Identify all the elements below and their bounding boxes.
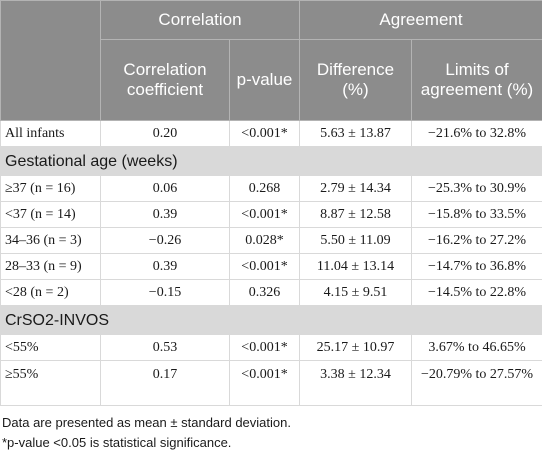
section-row-crso2-invos: CrSO2-INVOS (0, 305, 542, 335)
row-label: ≥55% (0, 360, 101, 406)
cell-coefficient: −0.15 (100, 279, 230, 306)
table-row: <37 (n = 14) 0.39 <0.001* 8.87 ± 12.58 −… (0, 201, 542, 228)
footnote-mean-sd: Data are presented as mean ± standard de… (2, 415, 291, 430)
cell-difference: 25.17 ± 10.97 (299, 334, 412, 361)
table-row: ≥55% 0.17 <0.001* 3.38 ± 12.34 −20.79% t… (0, 360, 542, 406)
cell-p-value: 0.268 (229, 175, 300, 202)
row-label: 28–33 (n = 9) (0, 253, 101, 280)
section-row-gestational-age: Gestational age (weeks) (0, 146, 542, 176)
table-footnotes: Data are presented as mean ± standard de… (2, 413, 291, 453)
row-label: <55% (0, 334, 101, 361)
cell-difference: 2.79 ± 14.34 (299, 175, 412, 202)
cell-p-value: <0.001* (229, 253, 300, 280)
header-difference: Difference (%) (299, 39, 412, 121)
cell-limits: −14.5% to 22.8% (410, 279, 542, 306)
cell-difference: 3.38 ± 12.34 (299, 360, 412, 406)
row-label: ≥37 (n = 16) (0, 175, 101, 202)
cell-coefficient: 0.53 (100, 334, 230, 361)
cell-limits: −16.2% to 27.2% (410, 227, 542, 254)
cell-p-value: 0.028* (229, 227, 300, 254)
cell-coefficient: 0.39 (100, 253, 230, 280)
cell-coefficient: 0.06 (100, 175, 230, 202)
cell-limits: −14.7% to 36.8% (410, 253, 542, 280)
cell-limits: −20.79% to 27.57% (410, 360, 542, 406)
cell-p-value: <0.001* (229, 360, 300, 406)
cell-limits: 3.67% to 46.65% (410, 334, 542, 361)
table-row: 28–33 (n = 9) 0.39 <0.001* 11.04 ± 13.14… (0, 253, 542, 280)
header-p-value: p-value (229, 39, 300, 121)
cell-difference: 8.87 ± 12.58 (299, 201, 412, 228)
header-correlation-coefficient: Correlation coefficient (100, 39, 230, 121)
header-limits-of-agreement: Limits of agreement (%) (410, 39, 542, 121)
table-row: 34–36 (n = 3) −0.26 0.028* 5.50 ± 11.09 … (0, 227, 542, 254)
cell-limits: −21.6% to 32.8% (410, 120, 542, 147)
table-row: <55% 0.53 <0.001* 25.17 ± 10.97 3.67% to… (0, 334, 542, 361)
cell-p-value: <0.001* (229, 334, 300, 361)
cell-coefficient: 0.17 (100, 360, 230, 406)
section-label: CrSO2-INVOS (0, 305, 542, 335)
results-table: Correlation Agreement Correlation coeffi… (0, 0, 542, 406)
table-row: <28 (n = 2) −0.15 0.326 4.15 ± 9.51 −14.… (0, 279, 542, 306)
cell-coefficient: 0.39 (100, 201, 230, 228)
cell-difference: 5.50 ± 11.09 (299, 227, 412, 254)
table-row: ≥37 (n = 16) 0.06 0.268 2.79 ± 14.34 −25… (0, 175, 542, 202)
header-agreement: Agreement (298, 0, 542, 40)
section-label: Gestational age (weeks) (0, 146, 542, 176)
cell-difference: 5.63 ± 13.87 (299, 120, 412, 147)
row-label: 34–36 (n = 3) (0, 227, 101, 254)
header-correlation: Correlation (100, 0, 300, 40)
row-label: <28 (n = 2) (0, 279, 101, 306)
footnote-significance: *p-value <0.05 is statistical significan… (2, 435, 232, 450)
cell-limits: −25.3% to 30.9% (410, 175, 542, 202)
corner-cell (0, 0, 101, 121)
table-row: All infants 0.20 <0.001* 5.63 ± 13.87 −2… (0, 120, 542, 147)
cell-difference: 4.15 ± 9.51 (299, 279, 412, 306)
cell-p-value: <0.001* (229, 120, 300, 147)
cell-difference: 11.04 ± 13.14 (299, 253, 412, 280)
row-label: All infants (0, 120, 101, 147)
cell-coefficient: −0.26 (100, 227, 230, 254)
cell-coefficient: 0.20 (100, 120, 230, 147)
cell-p-value: <0.001* (229, 201, 300, 228)
cell-p-value: 0.326 (229, 279, 300, 306)
cell-limits: −15.8% to 33.5% (410, 201, 542, 228)
row-label: <37 (n = 14) (0, 201, 101, 228)
